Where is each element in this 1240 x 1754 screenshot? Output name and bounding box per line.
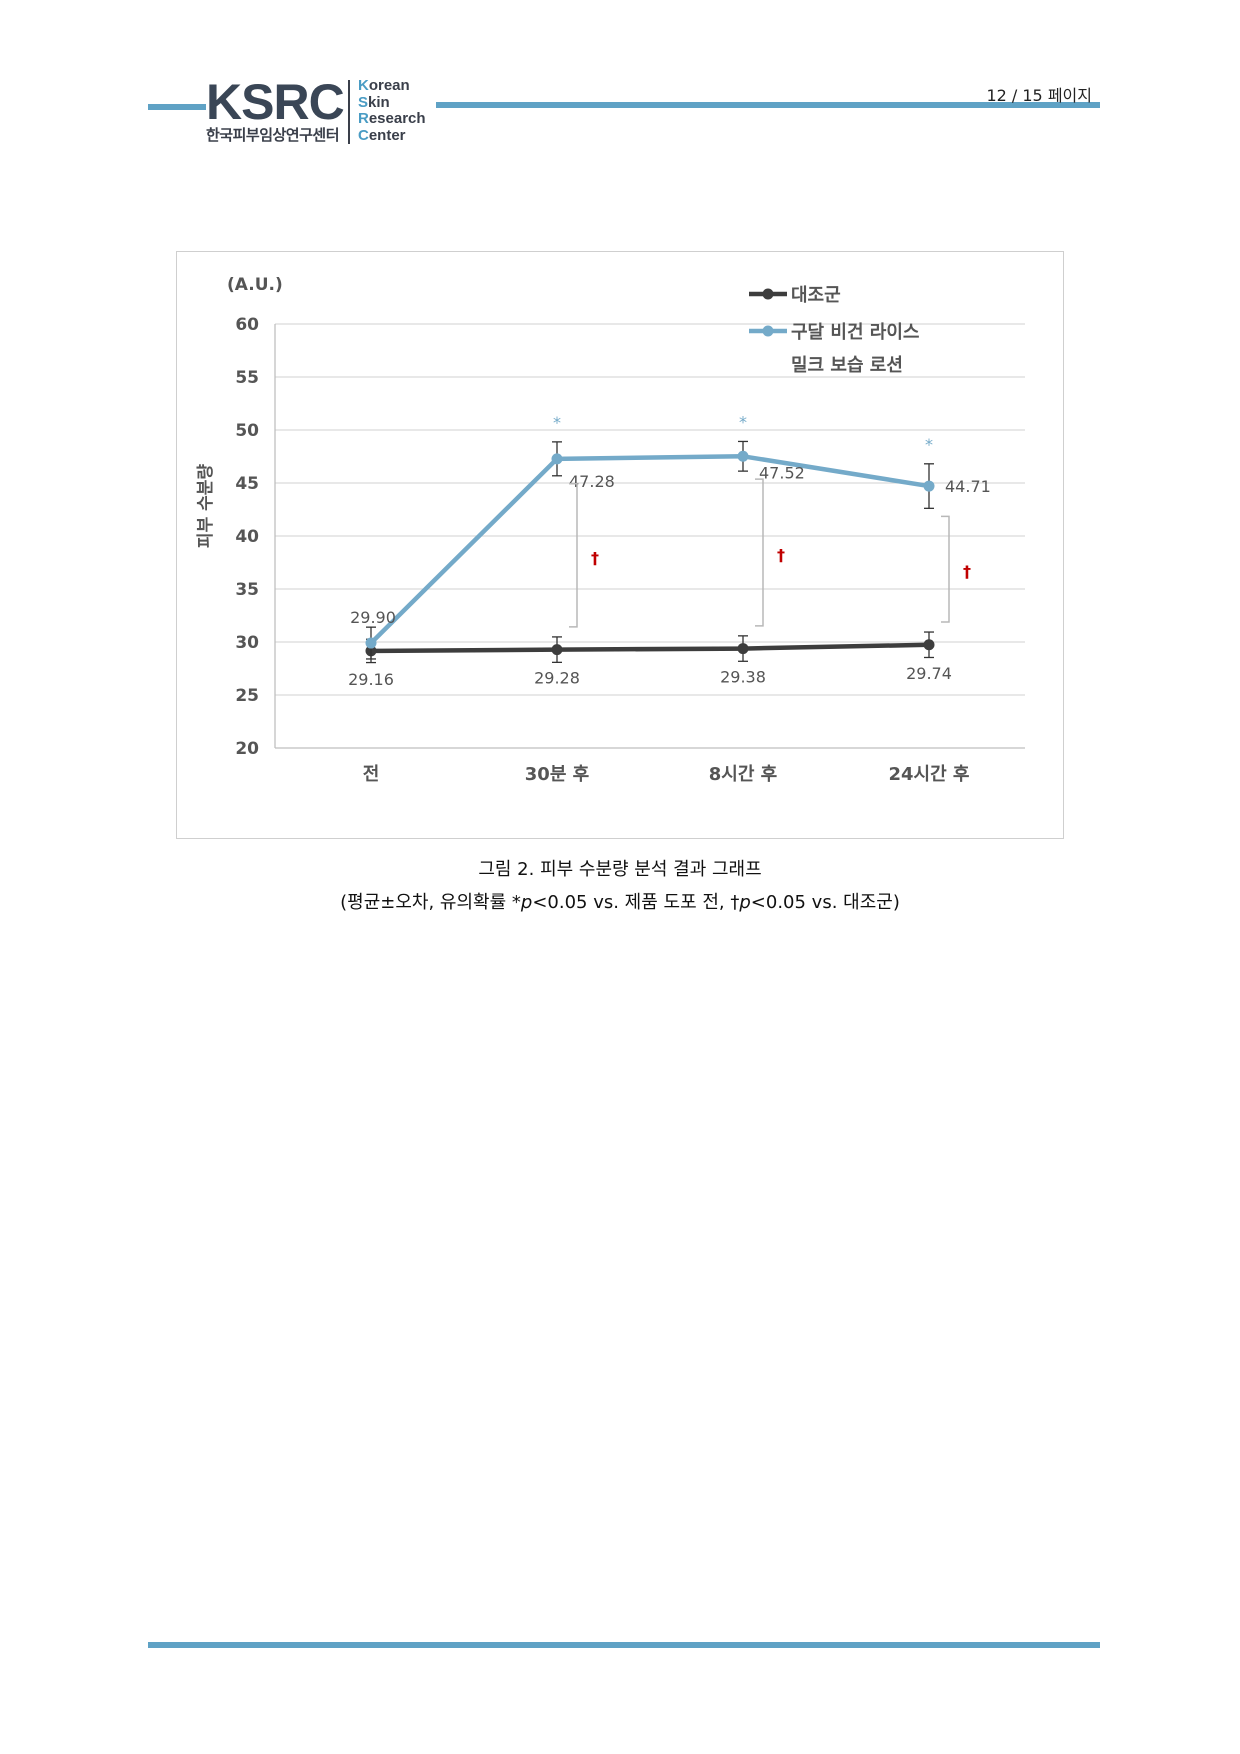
- legend-control-label: 대조군: [791, 285, 841, 306]
- legend-control-marker: [762, 288, 774, 300]
- logo-word-research: Research: [358, 110, 426, 128]
- control-point: [923, 639, 935, 651]
- y-tick-label: 60: [235, 315, 259, 335]
- x-tick-label: 전: [363, 764, 380, 785]
- logo-letters: KSRC: [206, 74, 345, 130]
- logo-letter: K: [206, 74, 242, 130]
- x-tick-label: 24시간 후: [889, 764, 970, 785]
- y-tick-label: 50: [235, 421, 259, 441]
- logo-word-rest: orean: [368, 77, 410, 94]
- product-data-label: 29.90: [350, 608, 396, 627]
- control-point: [551, 644, 563, 656]
- significance-bracket: [941, 515, 950, 623]
- significance-asterisk: *: [925, 435, 933, 454]
- significance-bracket: [755, 478, 764, 627]
- logo-word-center: Center: [358, 126, 426, 145]
- footer-rule: [148, 1642, 1100, 1648]
- y-tick-label: 20: [235, 739, 259, 759]
- product-series-line: [369, 454, 930, 645]
- significance-bracket: [569, 483, 578, 628]
- significance-asterisk: *: [739, 412, 747, 431]
- product-data-label: 44.71: [945, 477, 991, 496]
- page-number: 12 / 15 페이지: [986, 82, 1092, 106]
- logo-words: Korean Skin Research Center: [358, 77, 426, 145]
- product-point: [365, 637, 377, 649]
- footnote-p-2: p: [739, 892, 751, 913]
- legend-product-label-line1: 구달 비건 라이스: [791, 322, 919, 343]
- logo-text: KSRC: [206, 74, 345, 130]
- footnote-part-b: <0.05 vs. 제품 도포 전, †: [532, 892, 740, 913]
- logo-letter: R: [273, 74, 309, 130]
- page-total: 15: [1022, 86, 1043, 105]
- significance-dagger: †: [777, 545, 785, 564]
- footnote-part-a: (평균±오차, 유의확률 *: [340, 892, 521, 913]
- logo-word-initial: S: [358, 93, 369, 111]
- logo-word-rest: esearch: [368, 110, 426, 127]
- logo-word-rest: enter: [368, 126, 406, 144]
- control-series-line: [370, 642, 930, 654]
- product-data-label: 47.52: [759, 463, 805, 482]
- significance-dagger: †: [963, 562, 971, 581]
- y-tick-label: 35: [235, 580, 259, 600]
- product-data-label: 47.28: [569, 472, 615, 491]
- product-point: [737, 450, 749, 462]
- significance-dagger: †: [591, 548, 599, 567]
- figure-caption: 그림 2. 피부 수분량 분석 결과 그래프: [478, 859, 762, 880]
- figure-footnote: (평균±오차, 유의확률 *p<0.05 vs. 제품 도포 전, †p<0.0…: [0, 888, 1240, 914]
- header-rule-right: [436, 102, 1100, 108]
- control-data-label: 29.38: [720, 668, 766, 687]
- ksrc-logo: KSRC 한국피부임상연구센터 Korean Skin Research Cen…: [206, 74, 436, 146]
- y-tick-label: 55: [235, 368, 259, 388]
- logo-subtitle: 한국피부임상연구센터: [206, 127, 340, 144]
- x-tick-label: 30분 후: [525, 764, 589, 785]
- y-tick-label: 40: [235, 527, 259, 547]
- y-tick-label: 25: [235, 686, 259, 706]
- legend-product-marker: [762, 325, 774, 337]
- footnote-part-c: <0.05 vs. 대조군): [750, 892, 900, 913]
- logo-letter: S: [241, 74, 274, 130]
- page-label: 페이지: [1047, 86, 1092, 105]
- logo-word-initial: C: [358, 126, 369, 144]
- y-tick-label: 30: [235, 633, 259, 653]
- product-point: [551, 453, 563, 465]
- y-unit-label: (A.U.): [227, 275, 283, 295]
- logo-letter: C: [308, 74, 345, 130]
- logo-divider: [348, 80, 350, 144]
- control-data-label: 29.74: [906, 664, 952, 683]
- logo-word-initial: R: [358, 110, 369, 127]
- page-separator: /: [1011, 86, 1018, 105]
- header-rule-left: [148, 104, 206, 110]
- page-current: 12: [986, 86, 1007, 105]
- x-tick-label: 8시간 후: [709, 764, 777, 785]
- footnote-p-1: p: [520, 892, 533, 913]
- legend-product-label-line2: 밀크 보습 로션: [791, 355, 903, 376]
- logo-word-rest: kin: [368, 93, 390, 111]
- control-data-label: 29.16: [348, 670, 394, 689]
- significance-asterisk: *: [553, 413, 561, 432]
- logo-word-korean: Korean: [358, 77, 426, 95]
- product-point: [923, 480, 935, 492]
- y-tick-label: 45: [235, 474, 259, 494]
- logo-word-initial: K: [358, 77, 369, 94]
- control-data-label: 29.28: [534, 669, 580, 688]
- control-point: [737, 643, 749, 655]
- y-axis-label: 피부 수분량: [196, 464, 216, 548]
- logo-word-skin: Skin: [358, 93, 426, 112]
